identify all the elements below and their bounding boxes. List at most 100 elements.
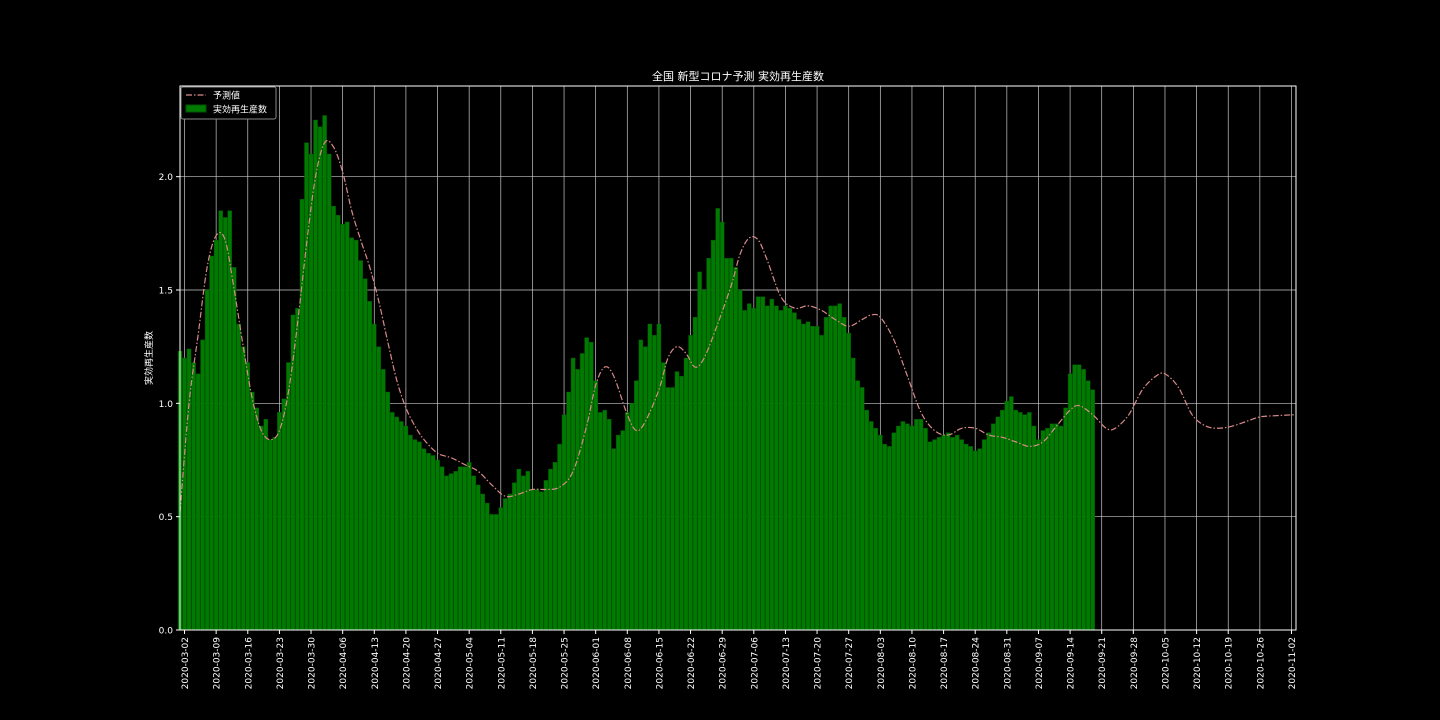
bar bbox=[417, 441, 422, 631]
bar bbox=[918, 419, 924, 631]
bar bbox=[1004, 400, 1010, 631]
bar bbox=[1000, 409, 1005, 631]
bar bbox=[706, 258, 711, 631]
bar bbox=[1054, 423, 1059, 631]
bar bbox=[1013, 409, 1019, 631]
bar bbox=[801, 323, 806, 631]
bar bbox=[213, 239, 219, 631]
y-tick-label: 0.0 bbox=[159, 627, 174, 637]
bar bbox=[403, 425, 409, 631]
bar bbox=[823, 317, 829, 631]
bar bbox=[503, 498, 508, 631]
bar bbox=[263, 419, 269, 631]
bar bbox=[972, 450, 978, 631]
bar bbox=[864, 409, 870, 631]
x-tick-label: 2020-05-18 bbox=[529, 637, 539, 690]
bar bbox=[738, 289, 743, 631]
bar bbox=[1058, 425, 1064, 631]
bar bbox=[381, 369, 386, 631]
bar bbox=[751, 307, 757, 631]
legend-label-bars: 実効再生産数 bbox=[213, 104, 267, 116]
bar bbox=[534, 489, 540, 631]
bar bbox=[349, 237, 354, 631]
x-tick-label: 2020-08-24 bbox=[972, 637, 982, 690]
bar bbox=[421, 448, 427, 631]
x-tick-label: 2020-09-21 bbox=[1098, 637, 1108, 689]
bar bbox=[742, 310, 748, 631]
bar bbox=[530, 489, 535, 631]
bar bbox=[963, 443, 969, 631]
bar bbox=[719, 221, 725, 631]
bar bbox=[701, 289, 707, 631]
x-tick-label: 2020-08-10 bbox=[908, 637, 918, 690]
bar bbox=[209, 255, 214, 631]
bar bbox=[665, 387, 671, 631]
bar bbox=[494, 514, 499, 631]
bar bbox=[1085, 380, 1091, 631]
bar bbox=[575, 369, 580, 631]
bar bbox=[498, 507, 504, 631]
bar bbox=[1036, 439, 1041, 631]
bar bbox=[616, 434, 621, 631]
bar bbox=[968, 446, 973, 631]
bar bbox=[1027, 412, 1032, 631]
bar bbox=[995, 416, 1001, 631]
bar bbox=[186, 348, 192, 631]
bar bbox=[218, 210, 223, 631]
bar bbox=[331, 205, 336, 631]
bar bbox=[841, 317, 847, 631]
bar bbox=[290, 314, 296, 631]
bar bbox=[231, 267, 237, 631]
bar bbox=[647, 323, 653, 631]
bar bbox=[607, 419, 612, 631]
bar bbox=[272, 437, 278, 631]
bar bbox=[1018, 412, 1023, 631]
x-tick-label: 2020-06-22 bbox=[687, 637, 697, 689]
bar bbox=[480, 493, 485, 631]
bar bbox=[579, 353, 585, 631]
plot-frame bbox=[179, 85, 1297, 631]
bar bbox=[250, 391, 255, 631]
bar bbox=[941, 434, 946, 631]
bar bbox=[462, 466, 467, 631]
bar bbox=[1090, 389, 1095, 631]
bar bbox=[882, 443, 888, 631]
bar bbox=[634, 380, 639, 631]
bar bbox=[281, 398, 287, 631]
x-tick-label: 2020-09-28 bbox=[1130, 637, 1140, 690]
bar bbox=[1040, 430, 1046, 631]
legend: 予測値 実効再生産数 bbox=[180, 86, 277, 120]
bar bbox=[390, 412, 395, 631]
y-tick-label: 1.5 bbox=[159, 287, 173, 297]
x-tick-label: 2020-10-19 bbox=[1225, 637, 1235, 690]
bar bbox=[986, 432, 991, 631]
x-tick-label: 2020-07-27 bbox=[845, 637, 855, 689]
bar bbox=[765, 305, 770, 631]
bar bbox=[322, 115, 327, 631]
bar bbox=[923, 428, 928, 631]
bar bbox=[412, 439, 418, 631]
bar bbox=[611, 448, 616, 631]
bar bbox=[638, 339, 644, 631]
bar bbox=[1009, 396, 1014, 631]
bar bbox=[430, 455, 436, 631]
y-axis-label: 実効再生産数 bbox=[143, 331, 155, 385]
bar bbox=[656, 323, 662, 631]
bar bbox=[1081, 369, 1086, 631]
bar bbox=[182, 357, 187, 631]
x-tick-label: 2020-06-29 bbox=[719, 637, 729, 690]
bar bbox=[376, 346, 382, 631]
bar bbox=[778, 310, 784, 631]
bar bbox=[783, 305, 788, 631]
y-axis: 0.0 0.5 1.0 1.5 2.0 bbox=[159, 173, 180, 637]
bar bbox=[367, 301, 373, 631]
bar bbox=[819, 335, 824, 631]
bar bbox=[1076, 364, 1082, 631]
bar bbox=[900, 421, 906, 631]
x-tick-label: 2020-04-20 bbox=[402, 637, 412, 690]
bar bbox=[756, 296, 761, 631]
bar bbox=[552, 462, 558, 631]
bar bbox=[597, 412, 603, 631]
bar bbox=[236, 323, 241, 631]
bar bbox=[683, 357, 689, 631]
